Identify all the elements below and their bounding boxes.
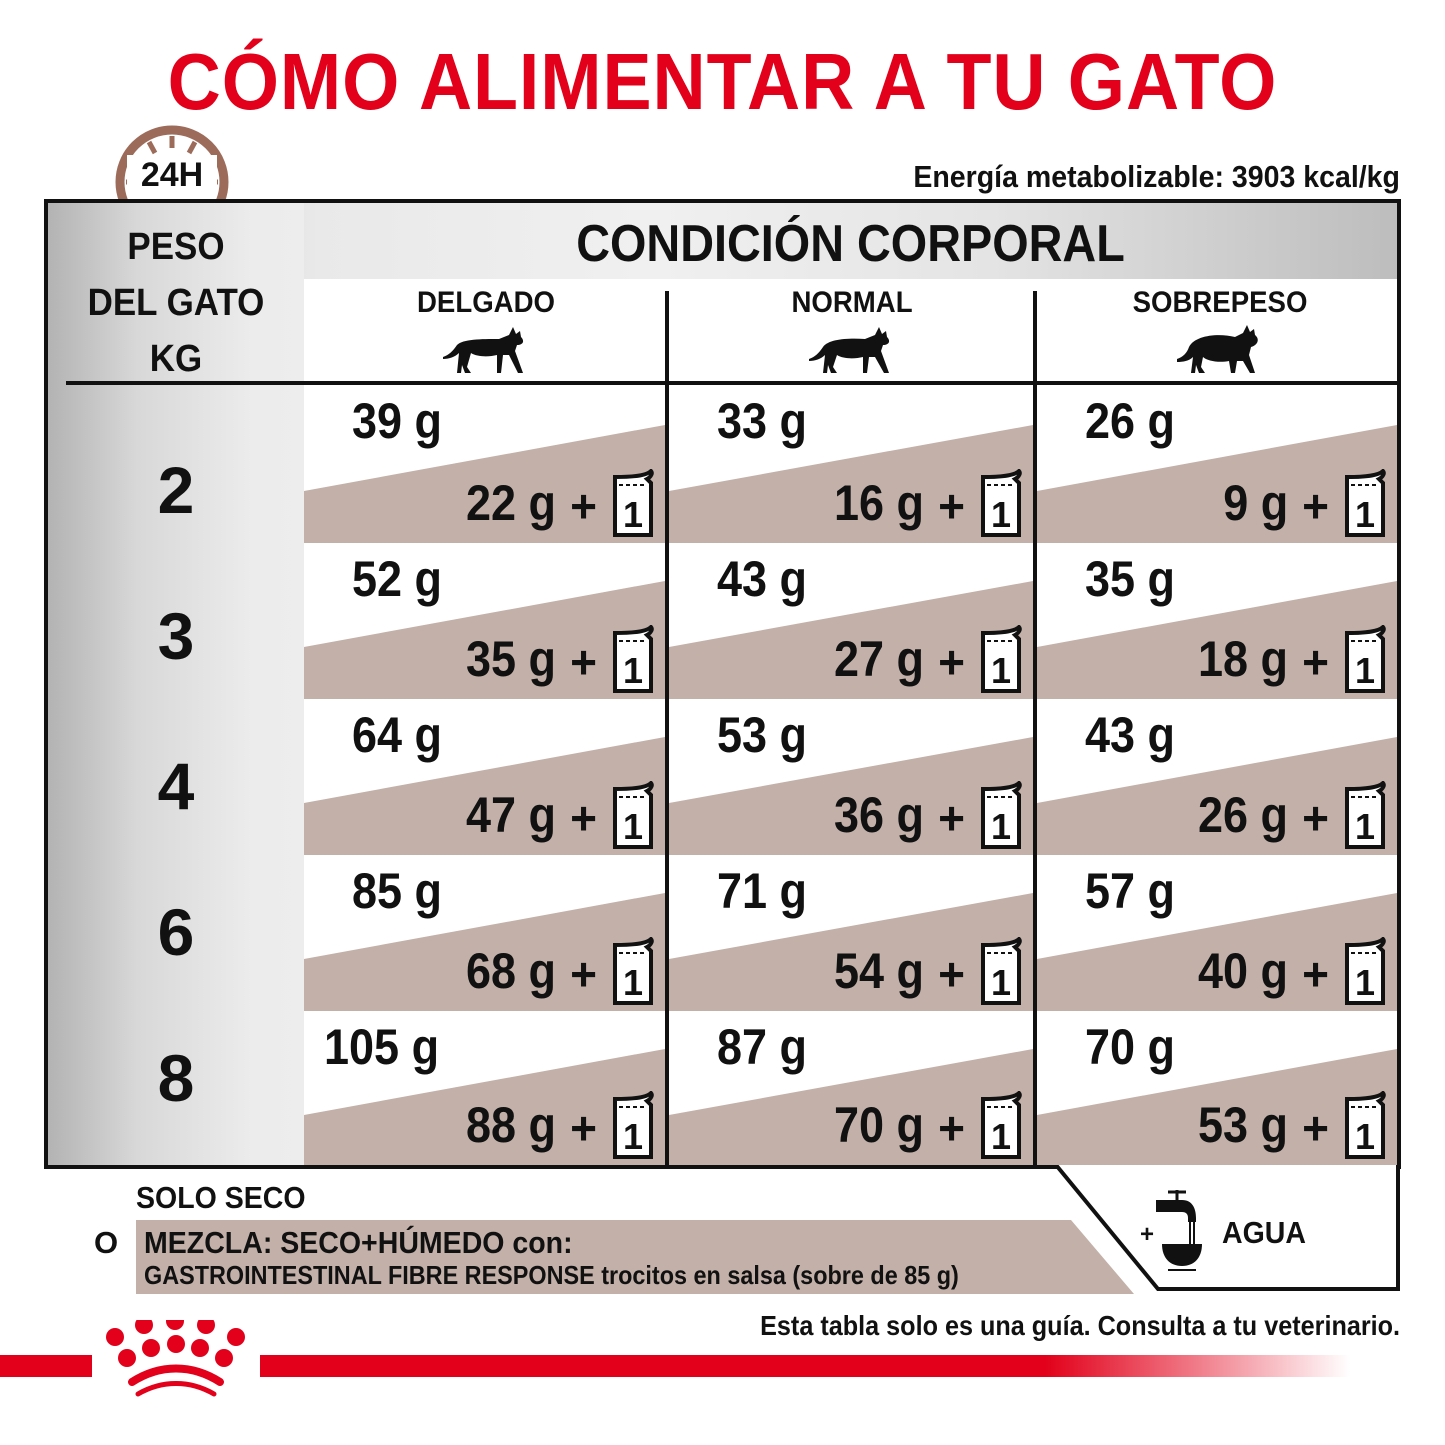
cell-6kg-normal: 71 g 54 g +1 — [669, 855, 1033, 1011]
pouch-icon: 1 — [613, 1091, 654, 1159]
svg-text:1: 1 — [623, 1116, 643, 1157]
legend-or: O — [94, 1225, 119, 1260]
svg-text:1: 1 — [623, 962, 643, 1003]
energy-label: Energía metabolizable: 3903 kcal/kg — [913, 159, 1400, 194]
page-title: CÓMO ALIMENTAR A TU GATO — [167, 37, 1278, 126]
svg-text:+: + — [1140, 1221, 1154, 1248]
cell-3kg-normal: 43 g 27 g +1 — [669, 543, 1033, 699]
pouch-icon: 1 — [613, 781, 654, 849]
overweight-cat-icon — [1177, 325, 1258, 373]
weight-header: PESO DEL GATO KG — [87, 226, 265, 380]
column-divider-2 — [1033, 291, 1037, 1165]
pouch-icon: 1 — [981, 469, 1022, 537]
svg-text:1: 1 — [991, 806, 1011, 847]
cell-2kg-normal: 33 g 16 g +1 — [669, 385, 1033, 543]
legend-mix-band — [136, 1220, 1134, 1294]
svg-text:1: 1 — [1355, 494, 1375, 535]
legend-product: GASTROINTESTINAL FIBRE RESPONSE trocitos… — [144, 1260, 959, 1290]
pouch-icon: 1 — [1345, 469, 1386, 537]
pouch-icon: 1 — [1345, 1091, 1386, 1159]
pouch-icon: 1 — [981, 781, 1022, 849]
cell-4kg-normal: 53 g 36 g +1 — [669, 699, 1033, 855]
cell-4kg-overweight: 43 g 26 g +1 — [1037, 699, 1397, 855]
pouch-icon: 1 — [613, 625, 654, 693]
pouch-icon: 1 — [1345, 937, 1386, 1005]
svg-text:1: 1 — [991, 650, 1011, 691]
header-divider — [66, 381, 1397, 385]
cell-4kg-thin: 64 g 47 g +1 — [304, 699, 665, 855]
pouch-icon: 1 — [981, 937, 1022, 1005]
pouch-icon: 1 — [613, 469, 654, 537]
cell-2kg-thin: 39 g 22 g +1 — [304, 385, 665, 543]
svg-text:1: 1 — [1355, 962, 1375, 1003]
water-box — [1054, 1165, 1400, 1291]
svg-text:1: 1 — [1355, 1116, 1375, 1157]
brand-line-left — [0, 1355, 92, 1377]
weight-2: 2 — [157, 453, 195, 527]
condition-header: CONDICIÓN CORPORAL — [576, 215, 1125, 273]
weight-6: 6 — [157, 895, 195, 969]
legend-dry-only: SOLO SECO — [136, 1180, 306, 1215]
normal-cat-icon — [809, 327, 890, 373]
column-header-normal: NORMAL — [670, 285, 1034, 384]
water-label: AGUA — [1222, 1215, 1306, 1250]
cell-2kg-overweight: 26 g 9 g +1 — [1037, 385, 1397, 543]
cell-8kg-overweight: 70 g 53 g +1 — [1037, 1011, 1397, 1165]
weight-8: 8 — [157, 1041, 195, 1115]
svg-text:1: 1 — [991, 494, 1011, 535]
weight-column — [48, 203, 304, 1165]
svg-text:1: 1 — [991, 1116, 1011, 1157]
pouch-icon: 1 — [981, 1091, 1022, 1159]
weight-4: 4 — [157, 749, 195, 823]
column-header-area — [304, 279, 1397, 383]
column-header-overweight: SOBREPESO — [1038, 285, 1402, 384]
cell-6kg-thin: 85 g 68 g +1 — [304, 855, 665, 1011]
disclaimer: Esta tabla solo es una guía. Consulta a … — [760, 1310, 1400, 1341]
clock-label: 24H — [127, 155, 217, 195]
feeding-table: PESO DEL GATO KG CONDICIÓN CORPORAL DELG… — [44, 199, 1401, 1169]
svg-text:1: 1 — [623, 494, 643, 535]
svg-text:1: 1 — [1355, 806, 1375, 847]
cell-8kg-thin: 105 g 88 g +1 — [304, 1011, 665, 1165]
svg-text:1: 1 — [1355, 650, 1375, 691]
svg-text:1: 1 — [623, 806, 643, 847]
brand-line-right — [260, 1355, 1350, 1377]
column-header-thin: DELGADO — [304, 285, 668, 384]
cell-3kg-thin: 52 g 35 g +1 — [304, 543, 665, 699]
thin-cat-icon — [443, 327, 524, 373]
weight-3: 3 — [157, 599, 195, 673]
svg-text:1: 1 — [991, 962, 1011, 1003]
royal-canin-crown-logo — [106, 1320, 245, 1397]
cell-3kg-overweight: 35 g 18 g +1 — [1037, 543, 1397, 699]
pouch-icon: 1 — [1345, 625, 1386, 693]
svg-text:1: 1 — [623, 650, 643, 691]
column-divider-1 — [665, 291, 669, 1165]
pouch-icon: 1 — [613, 937, 654, 1005]
legend-mix-title: MEZCLA: SECO+HÚMEDO con: — [144, 1225, 573, 1260]
pouch-icon: 1 — [981, 625, 1022, 693]
water-tap-icon: + — [1140, 1190, 1202, 1271]
cell-8kg-normal: 87 g 70 g +1 — [669, 1011, 1033, 1165]
pouch-icon: 1 — [1345, 781, 1386, 849]
cell-6kg-overweight: 57 g 40 g +1 — [1037, 855, 1397, 1011]
